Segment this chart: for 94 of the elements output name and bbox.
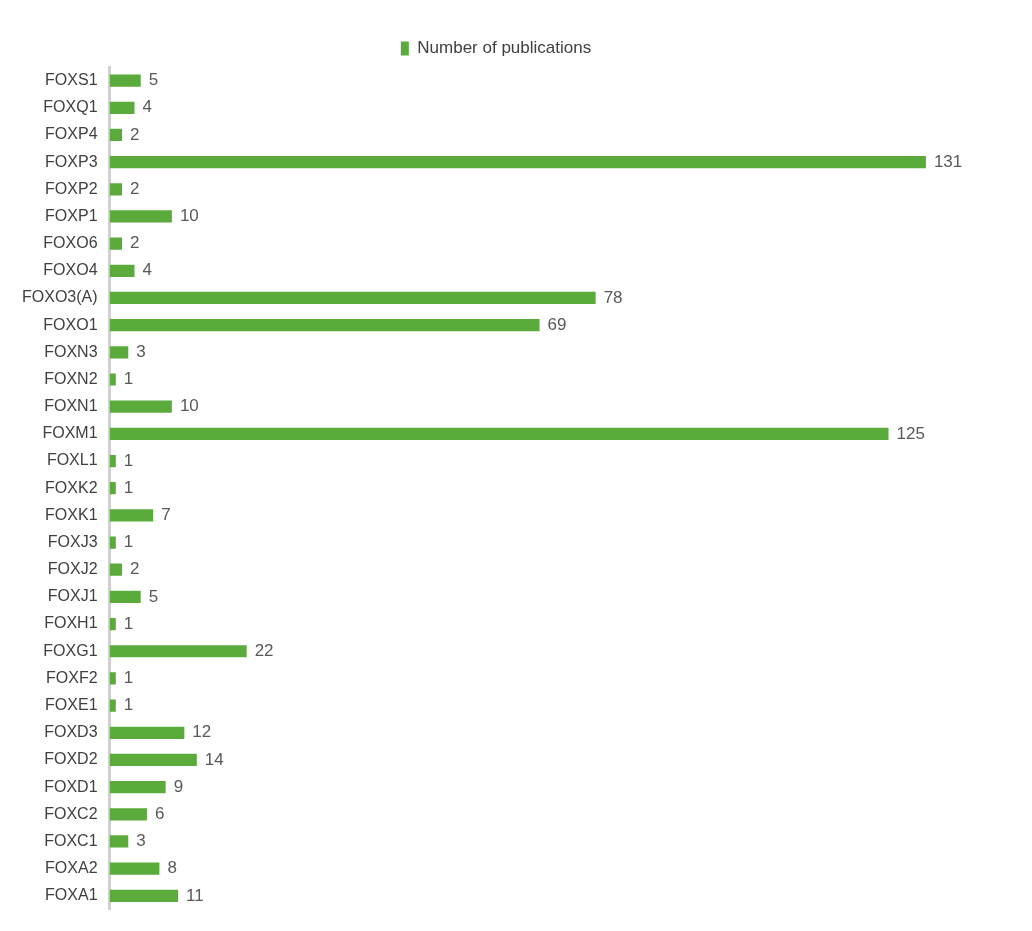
y-tick-label: FOXK2	[45, 478, 98, 496]
bar	[109, 101, 135, 114]
bar	[109, 264, 135, 277]
data-label: 2	[130, 559, 140, 579]
y-tick-label: FOXP4	[45, 125, 98, 143]
data-label: 5	[148, 70, 159, 90]
y-tick-label: FOXA1	[45, 886, 98, 904]
legend-label: Number of publications	[417, 38, 592, 58]
y-tick-label: FOXC1	[44, 831, 98, 849]
data-label: 11	[186, 885, 204, 905]
data-label: 10	[179, 396, 199, 416]
bar	[109, 509, 154, 522]
y-tick-label: FOXK1	[45, 505, 98, 523]
data-label: 2	[130, 233, 140, 253]
data-label: 3	[136, 342, 146, 362]
y-tick-label: FOXP1	[45, 206, 98, 224]
data-label: 1	[123, 450, 134, 470]
y-tick-label: FOXN2	[44, 369, 98, 387]
data-label: 2	[130, 178, 140, 198]
y-tick-label: FOXF2	[46, 668, 98, 686]
bar	[109, 726, 185, 739]
data-label: 5	[148, 586, 159, 606]
data-label: 125	[896, 423, 925, 443]
y-tick-label: FOXG1	[43, 641, 98, 659]
data-label: 7	[161, 505, 171, 525]
y-tick-label: FOXO6	[43, 234, 98, 252]
bar	[109, 699, 116, 712]
y-tick-label: FOXO3(A)	[22, 288, 98, 306]
y-tick-label: FOXN1	[44, 397, 98, 415]
y-tick-label: FOXO1	[43, 315, 98, 333]
y-tick-label: FOXA2	[45, 859, 98, 877]
bar	[109, 400, 172, 413]
y-tick-label: FOXO4	[43, 261, 98, 279]
data-label: 2	[130, 124, 140, 144]
data-label: 14	[204, 749, 224, 769]
y-tick-label: FOXE1	[45, 696, 98, 713]
bar	[109, 536, 116, 549]
bar	[109, 889, 179, 902]
bar	[109, 617, 116, 631]
bar	[109, 835, 129, 848]
data-label: 131	[933, 151, 963, 171]
bar	[109, 183, 123, 196]
data-label: 1	[123, 613, 134, 633]
bar	[109, 672, 116, 685]
data-label: 8	[167, 858, 177, 878]
bar	[109, 563, 123, 576]
data-label: 10	[179, 206, 199, 226]
data-label: 1	[123, 369, 134, 389]
bar	[109, 808, 147, 821]
y-tick-label: FOXJ2	[47, 560, 98, 578]
y-tick-label: FOXS1	[45, 70, 98, 88]
data-label: 1	[123, 477, 134, 497]
data-label: 1	[123, 668, 134, 688]
bar	[109, 645, 247, 658]
bar	[109, 346, 129, 359]
data-label: 69	[547, 314, 567, 334]
data-label: 12	[192, 722, 212, 742]
bar	[109, 862, 160, 875]
data-label: 3	[136, 831, 146, 851]
bar	[109, 156, 926, 169]
y-tick-label: FOXD2	[44, 750, 98, 768]
bar	[109, 753, 197, 767]
bar	[109, 427, 889, 440]
bar	[109, 482, 116, 495]
y-tick-label: FOXH1	[44, 614, 98, 632]
bar	[109, 128, 123, 142]
bar	[109, 781, 166, 794]
y-tick-label: FOXJ1	[47, 587, 98, 605]
data-label: 4	[142, 260, 152, 280]
bar	[109, 373, 116, 386]
bar	[109, 590, 141, 604]
data-label: 4	[142, 97, 152, 117]
data-label: 6	[154, 803, 165, 823]
data-label: 1	[123, 695, 134, 715]
y-tick-label: FOXD1	[44, 777, 98, 795]
y-tick-label: FOXP3	[45, 152, 98, 170]
data-label: 9	[173, 776, 184, 796]
bar	[109, 237, 123, 250]
y-tick-label: FOXM1	[42, 424, 98, 442]
bar	[109, 74, 141, 87]
data-label: 78	[603, 287, 623, 307]
y-tick-label: FOXP2	[45, 179, 98, 197]
data-label: 22	[254, 640, 274, 660]
data-label: 1	[123, 532, 134, 552]
y-tick-label: FOXC2	[44, 804, 98, 822]
y-tick-label: FOXD3	[44, 723, 98, 741]
y-tick-label: FOXQ1	[43, 98, 98, 116]
y-tick-label: FOXN3	[44, 342, 98, 360]
bar	[109, 319, 540, 332]
y-tick-label: FOXJ3	[47, 532, 98, 550]
bar	[109, 291, 596, 305]
y-tick-label: FOXL1	[46, 451, 98, 469]
bar	[109, 210, 172, 223]
bar	[109, 454, 116, 468]
